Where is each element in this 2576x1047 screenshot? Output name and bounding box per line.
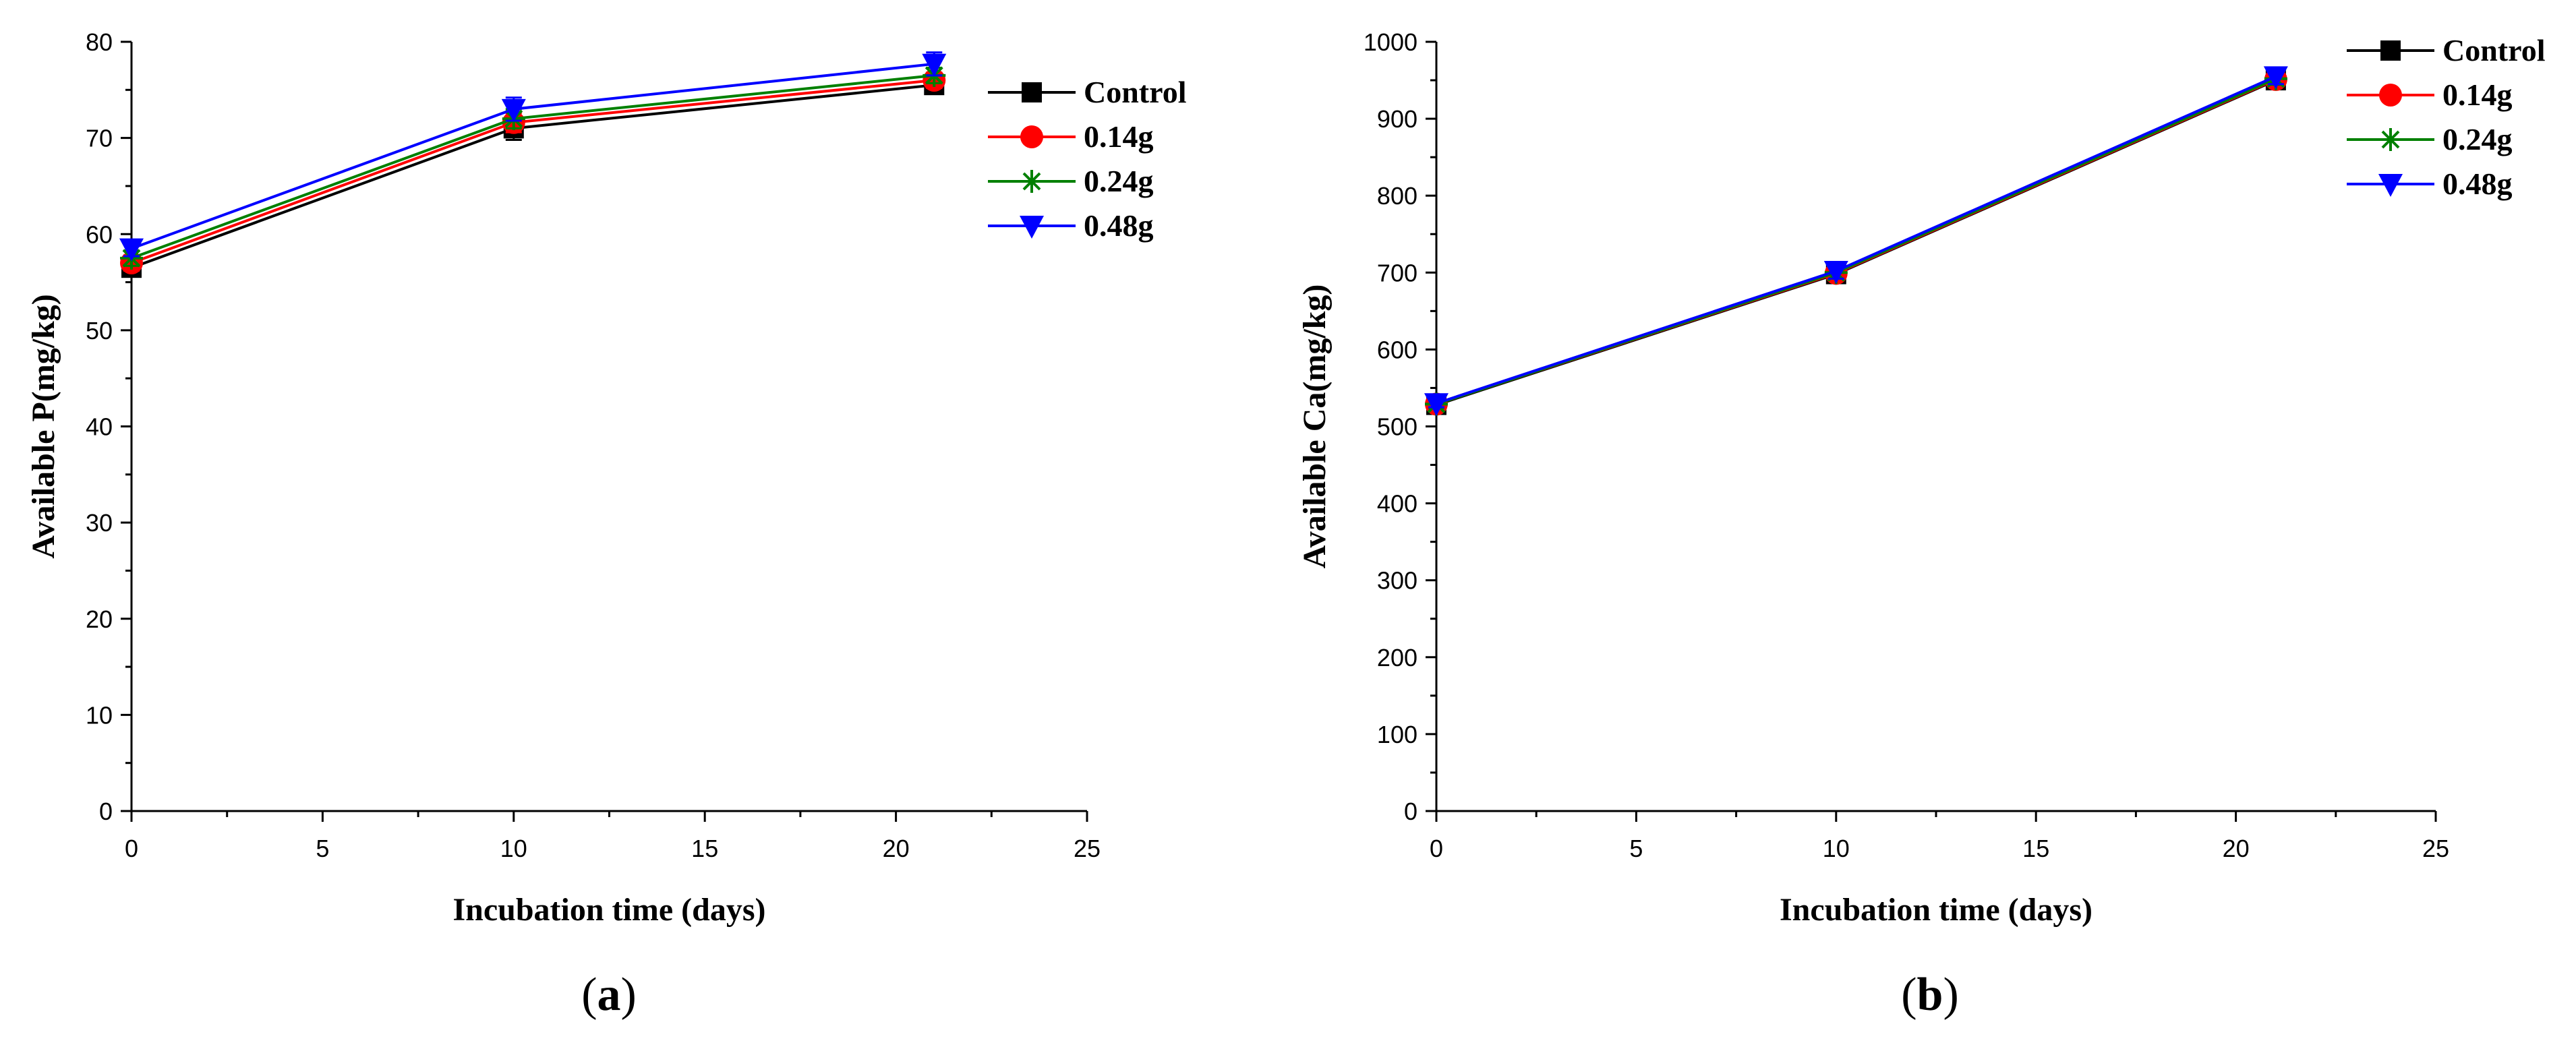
panel-a-series-048g <box>119 51 947 262</box>
panel-a-y-axis-title: Available P(mg/kg) <box>26 294 61 558</box>
panel-b-y-tick-label: 500 <box>1377 413 1417 441</box>
panel-a-x-tick-label: 5 <box>316 835 329 862</box>
panel-a-legend-entry-marker <box>1022 82 1042 102</box>
panel-b-y-tick-label: 100 <box>1377 721 1417 748</box>
panel-a-legend-entry-label: 0.48g <box>1084 208 1154 243</box>
panel-b-y-tick-label: 300 <box>1377 567 1417 595</box>
panel-b-legend-entry-marker <box>2379 128 2402 151</box>
panel-b-series-048g-line <box>1436 75 2277 405</box>
panel-b-y-tick-label: 900 <box>1377 105 1417 133</box>
panel-b-legend-entry: Control <box>2347 33 2546 67</box>
panel-b-legend-entry-label: 0.14g <box>2442 78 2513 112</box>
panel-a-y-tick-label: 80 <box>86 28 113 56</box>
panel-a-series-048g-point <box>501 98 526 122</box>
panel-a-y-tick-label: 60 <box>86 220 113 248</box>
panel-a: 0 5 10 15 20 25 0 10 20 30 40 50 60 70 80 Incubation ti… <box>26 28 1187 1021</box>
panel-b-series-014g-line <box>1436 78 2277 406</box>
panel-b-series-048g-point <box>2263 66 2288 90</box>
panel-a-legend-entry: 0.14g <box>988 119 1154 154</box>
panel-b-y-tick-label: 600 <box>1377 336 1417 363</box>
panel-a-x-tick-label: 0 <box>125 835 138 862</box>
panel-a-legend-entry-label: 0.24g <box>1084 164 1154 198</box>
panel-b-x-tick-label: 5 <box>1629 835 1643 862</box>
panel-a-series-024g-line <box>131 73 935 260</box>
panel-a-legend-entry: 0.24g <box>988 164 1154 198</box>
panel-a-y-tick-label: 40 <box>86 413 113 441</box>
panel-b-x-tick-label: 15 <box>2022 835 2049 862</box>
panel-a-y-tick-label: 20 <box>86 605 113 633</box>
panel-b-y-tick-label: 200 <box>1377 644 1417 671</box>
panel-b-legend-entry-marker-stroke <box>2381 130 2400 149</box>
panel-a-series-Control-line <box>131 84 935 270</box>
panel-b-y-tick-label: 800 <box>1377 182 1417 210</box>
panel-b-legend-entry-label: 0.24g <box>2442 122 2513 156</box>
panel-b-x-tick-label: 10 <box>1823 835 1850 862</box>
panel-a-y-tick-label: 0 <box>99 798 113 825</box>
panel-a-y-tick-label: 70 <box>86 125 113 152</box>
panel-b-series-048g-point <box>1424 393 1448 417</box>
panel-a-y-tick-label: 30 <box>86 509 113 537</box>
panel-b-caption: (b) <box>1901 969 1959 1021</box>
panel-b-x-tick-label: 0 <box>1430 835 1443 862</box>
panel-b-legend-entry-marker <box>2379 84 2402 107</box>
panel-b-y-tick-label: 0 <box>1404 798 1417 825</box>
panel-a-legend-entry-label: 0.14g <box>1084 119 1154 154</box>
panel-b-legend-entry-label: Control <box>2442 33 2546 67</box>
panel-a-y-tick-label: 10 <box>86 701 113 729</box>
panel-b-legend-entry-marker <box>2378 174 2403 197</box>
panel-b: 0 5 10 15 20 25 0 100 200 300 400 500 600 700 800 900 10… <box>1297 28 2546 1021</box>
panel-b-legend-entry: 0.48g <box>2347 167 2513 201</box>
panel-a-series-024g <box>120 63 946 270</box>
panel-a-x-tick-label: 25 <box>1074 835 1101 862</box>
panel-b-series-Control-line <box>1436 79 2277 407</box>
panel-a-legend-entry-marker <box>1020 170 1043 193</box>
panel-a-x-tick-label: 10 <box>500 835 527 862</box>
panel-a-caption: (a) <box>581 969 637 1021</box>
panel-a-y-tick-label: 50 <box>86 317 113 345</box>
panel-b-y-tick-label: 400 <box>1377 490 1417 518</box>
panel-b-legend-entry: 0.14g <box>2347 78 2513 112</box>
panel-a-x-axis-title: Incubation time (days) <box>452 892 765 928</box>
panel-b-legend: Control 0.14g 0.24g 0.48g <box>2347 33 2546 201</box>
panel-a-legend: Control 0.14g 0.24g 0.48g <box>988 75 1187 243</box>
panel-a-legend-entry-label: Control <box>1084 75 1187 109</box>
panel-b-legend-entry-label: 0.48g <box>2442 167 2513 201</box>
panel-b-series-048g-point <box>1823 261 1848 285</box>
panel-b-y-axis-title: Available Ca(mg/kg) <box>1297 285 1333 569</box>
panel-b-legend-entry-marker <box>2380 40 2401 61</box>
panel-a-series-Control <box>121 75 945 278</box>
panel-a-series-014g <box>120 69 946 275</box>
panel-b-legend-entry: 0.24g <box>2347 122 2513 156</box>
panel-a-legend-entry-marker <box>1020 216 1044 239</box>
panel-b-x-axis-title: Incubation time (days) <box>1780 892 2092 928</box>
panel-b-x-tick-label: 25 <box>2422 835 2449 862</box>
panel-a-series-048g-point <box>119 238 144 262</box>
panel-a-x-tick-label: 20 <box>883 835 910 862</box>
panel-a-legend-entry-marker-stroke <box>1022 172 1041 191</box>
panel-a-x-tick-label: 15 <box>691 835 718 862</box>
panel-b-series-048g <box>1424 66 2288 417</box>
panel-b-y-tick-label: 1000 <box>1364 28 1417 56</box>
panel-b-y-tick-label: 700 <box>1377 259 1417 287</box>
panel-a-series-048g-point <box>922 53 947 77</box>
panel-b-series-024g-line <box>1436 77 2277 406</box>
panel-a-legend-entry-marker <box>1020 125 1043 148</box>
panel-b-x-tick-label: 20 <box>2223 835 2250 862</box>
panel-a-legend-entry: 0.48g <box>988 208 1154 243</box>
panel-a-legend-entry: Control <box>988 75 1187 109</box>
